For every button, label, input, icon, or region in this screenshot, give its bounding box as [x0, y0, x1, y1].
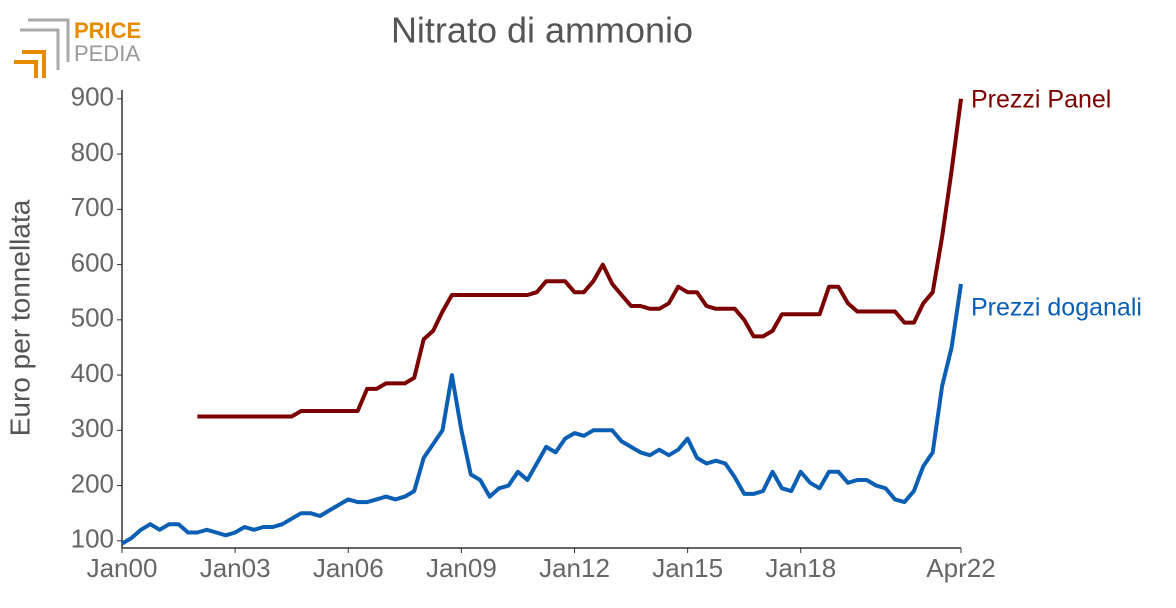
x-tick-label: Jan15	[652, 553, 723, 583]
x-tick-label: Jan06	[313, 553, 384, 583]
y-tick-label: 300	[71, 413, 114, 443]
chart-title: Nitrato di ammonio	[391, 10, 693, 51]
x-tick-label: Jan18	[765, 553, 836, 583]
logo-text: PRICE	[74, 18, 141, 43]
x-tick-label: Jan12	[539, 553, 610, 583]
y-tick-label: 400	[71, 358, 114, 388]
y-tick-label: 600	[71, 247, 114, 277]
y-axis-label: Euro per tonnellata	[4, 199, 35, 436]
y-tick-label: 500	[71, 303, 114, 333]
x-tick-label: Apr22	[926, 553, 995, 583]
x-tick-label: Jan00	[87, 553, 158, 583]
x-tick-label: Jan09	[426, 553, 497, 583]
y-tick-label: 900	[71, 82, 114, 112]
logo: PRICE PEDIA	[14, 18, 141, 78]
logo-text: PEDIA	[74, 41, 140, 66]
series-line	[197, 98, 963, 419]
series-line	[120, 283, 963, 546]
series-label: Prezzi doganali	[971, 294, 1142, 322]
y-tick-label: 200	[71, 468, 114, 498]
y-tick-label: 800	[71, 137, 114, 167]
y-tick-label: 100	[71, 524, 114, 554]
x-tick-label: Jan03	[200, 553, 271, 583]
y-tick-label: 700	[71, 192, 114, 222]
series-label: Prezzi Panel	[971, 85, 1111, 113]
